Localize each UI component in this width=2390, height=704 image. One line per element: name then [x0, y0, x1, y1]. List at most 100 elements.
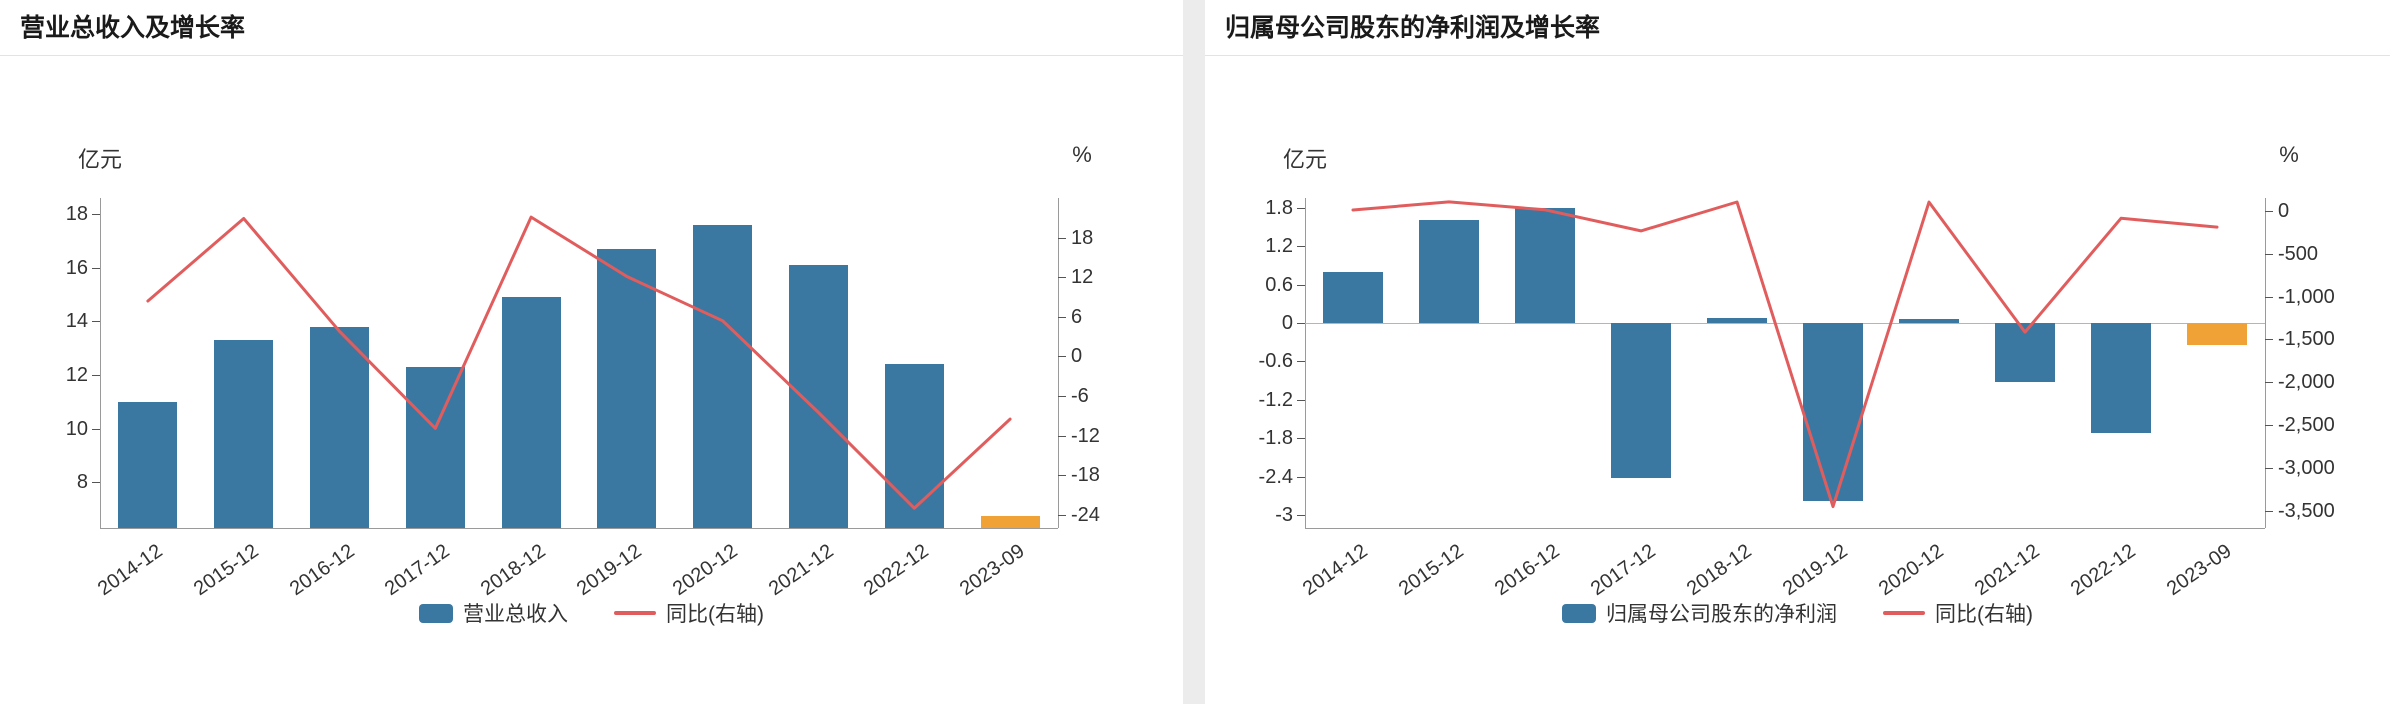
y-axis-tick [1058, 396, 1066, 397]
y-axis-tick [2265, 425, 2273, 427]
y-axis-tick-label: 14 [65, 310, 88, 333]
y-axis-tick [2265, 253, 2273, 255]
bar-2017-12[interactable] [406, 367, 465, 528]
bar-2023-09[interactable] [981, 515, 1040, 528]
y-axis-tick [2265, 296, 2273, 298]
bar-2015-12[interactable] [1419, 219, 1479, 323]
legend-item-revenue[interactable]: 营业总收入 [419, 598, 568, 628]
y-axis-tick [1058, 277, 1066, 279]
net-profit-chart-legend: 归属母公司股东的净利润 同比(右轴) [1205, 598, 2390, 628]
y-axis-tick-label: 1.2 [1265, 235, 1293, 258]
y-axis-tick-label: 10 [65, 417, 88, 440]
bar-2015-12[interactable] [214, 340, 273, 528]
right-axis-line [2265, 198, 2266, 528]
y-axis-tick [1297, 476, 1305, 478]
left-axis-unit-label: 亿元 [1282, 147, 1327, 172]
y-axis-tick [1058, 356, 1066, 358]
net-profit-panel: 归属母公司股东的净利润及增长率 亿元% 1.8 1.2 0.6 0 -0.6 -1.2 -1.… [1205, 0, 2390, 704]
y-axis-tick-label: -1,500 [2278, 328, 2335, 351]
legend-label-yoy: 同比(右轴) [666, 603, 764, 626]
bar-2021-12[interactable] [1995, 323, 2055, 382]
bar-2016-12[interactable] [1515, 207, 1575, 323]
bar-swatch-icon [419, 603, 453, 623]
yoy-line[interactable] [1351, 200, 2219, 509]
legend-item-yoy[interactable]: 同比(右轴) [1883, 598, 2033, 628]
revenue-panel: 营业总收入及增长率 亿元% 18 16 14 12 10 8 18 12 6 0 -6 -12 -18 -2… [0, 0, 1183, 704]
left-axis-line [100, 198, 101, 528]
net-profit-panel-header: 归属母公司股东的净利润及增长率 [1205, 0, 2390, 56]
left-axis-line [1305, 198, 1306, 528]
y-axis-tick [1297, 284, 1305, 286]
bar-2019-12[interactable] [597, 249, 656, 528]
revenue-chart: 亿元% 18 16 14 12 10 8 18 12 6 0 -6 -12 -18 -24 2014-12 20… [0, 56, 1183, 600]
bar-2019-12[interactable] [1803, 323, 1863, 502]
y-axis-tick-label: -1.8 [1258, 427, 1293, 450]
legend-label-revenue: 营业总收入 [463, 603, 568, 626]
bar-2020-12[interactable] [693, 224, 752, 528]
y-axis-tick-label: 0 [1281, 312, 1293, 334]
y-axis-tick-label: -1.2 [1258, 388, 1293, 411]
y-axis-tick-label: 0.6 [1265, 273, 1293, 296]
y-axis-tick-label: -500 [2278, 242, 2319, 265]
y-axis-tick [2265, 468, 2273, 469]
x-axis-line [1305, 528, 2265, 529]
y-axis-tick-label: -12 [1071, 424, 1100, 447]
y-axis-tick [92, 214, 100, 216]
line-swatch-icon [614, 611, 656, 615]
y-axis-tick-label: -6 [1071, 385, 1089, 407]
y-axis-tick [92, 482, 100, 484]
y-axis-tick-label: 6 [1071, 305, 1083, 328]
y-axis-tick [1297, 246, 1305, 248]
y-axis-tick [1058, 316, 1066, 318]
bar-2022-12[interactable] [2091, 323, 2151, 434]
y-axis-tick [1297, 207, 1305, 209]
bar-2018-12[interactable] [1707, 317, 1767, 323]
y-axis-tick [2265, 339, 2273, 341]
y-axis-tick-label: -0.6 [1258, 350, 1293, 373]
yoy-line-layer [146, 215, 1012, 510]
y-axis-tick [1297, 515, 1305, 517]
legend-item-yoy[interactable]: 同比(右轴) [614, 598, 764, 628]
y-axis-tick-label: 18 [65, 203, 88, 226]
revenue-chart-legend: 营业总收入 同比(右轴) [0, 598, 1183, 628]
y-axis-tick-label: 12 [1071, 266, 1094, 289]
legend-label-yoy: 同比(右轴) [1935, 603, 2033, 626]
y-axis-tick [2265, 510, 2273, 512]
line-swatch-icon [1883, 611, 1925, 615]
y-axis-tick-label: -18 [1071, 464, 1100, 487]
bar-swatch-icon [1562, 603, 1596, 623]
y-axis-tick-label: 12 [65, 364, 88, 387]
y-axis-tick-label: -2.4 [1258, 465, 1293, 488]
y-axis-tick-label: 0 [2278, 199, 2290, 222]
y-axis-tick-label: -2,500 [2278, 414, 2335, 437]
y-axis-tick-label: -1,000 [2278, 285, 2335, 308]
bar-2014-12[interactable] [118, 401, 177, 528]
bar-2021-12[interactable] [789, 265, 848, 528]
bar-2018-12[interactable] [502, 297, 561, 528]
y-axis-tick [92, 267, 100, 269]
y-axis-tick-label: 8 [76, 471, 88, 494]
right-axis-unit-label: % [2279, 142, 2299, 167]
y-axis-tick-label: -3,000 [2278, 457, 2335, 479]
y-axis-tick [2265, 382, 2273, 384]
y-axis-tick [1058, 435, 1066, 437]
y-axis-tick [1297, 323, 1305, 324]
y-axis-tick-label: 0 [1071, 345, 1083, 368]
y-axis-tick-label: -2,000 [2278, 371, 2335, 394]
bar-2017-12[interactable] [1611, 323, 1671, 479]
y-axis-tick [92, 428, 100, 430]
bar-2014-12[interactable] [1323, 272, 1383, 323]
yoy-line[interactable] [146, 215, 1012, 510]
bar-2020-12[interactable] [1899, 318, 1959, 323]
y-axis-tick [2265, 210, 2273, 212]
bar-2016-12[interactable] [310, 326, 369, 528]
bar-2023-09[interactable] [2187, 323, 2247, 346]
y-axis-tick [1058, 475, 1066, 477]
y-axis-tick [92, 375, 100, 377]
y-axis-tick-label: 18 [1071, 226, 1094, 249]
y-axis-tick-label: 1.8 [1265, 196, 1293, 219]
legend-item-net-profit[interactable]: 归属母公司股东的净利润 [1562, 598, 1837, 628]
bar-2022-12[interactable] [885, 364, 944, 528]
net-profit-chart: 亿元% 1.8 1.2 0.6 0 -0.6 -1.2 -1.8 -2.4 -3 0 -500 -1,0… [1205, 56, 2390, 600]
right-axis-unit-label: % [1072, 142, 1092, 167]
